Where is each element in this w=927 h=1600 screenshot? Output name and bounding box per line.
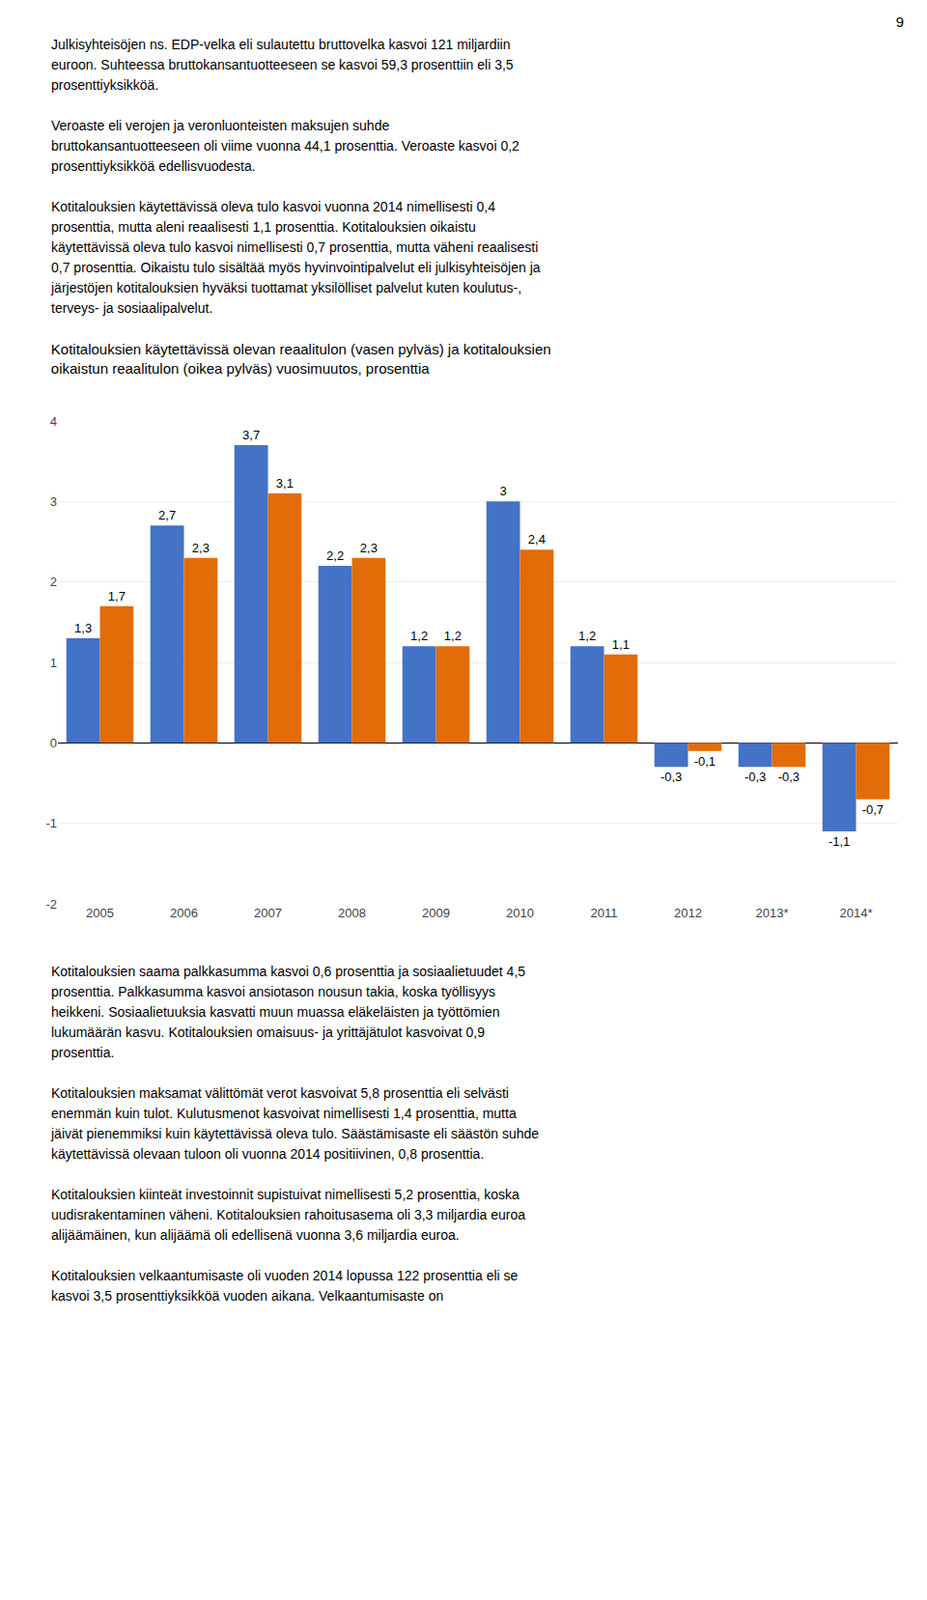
svg-text:2006: 2006 (169, 905, 198, 921)
html-text:Kotitalouksien saama palkkasum: Kotitalouksien saama palkkasumma kasvoi … (51, 963, 539, 1304)
svg-text:-0,7: -0,7 (862, 802, 884, 817)
svg-text:4: 4 (50, 414, 57, 429)
svg-text:1,2: 1,2 (578, 628, 596, 644)
svg-text:-0,3: -0,3 (660, 769, 682, 785)
svg-text:-1,1: -1,1 (828, 834, 850, 849)
svg-text:2,3: 2,3 (360, 540, 378, 556)
svg-text:2005: 2005 (85, 905, 114, 921)
svg-text:-1: -1 (45, 815, 57, 831)
svg-text:1,2: 1,2 (444, 628, 462, 644)
svg-text:2008: 2008 (337, 905, 366, 921)
svg-text:1,2: 1,2 (410, 628, 428, 644)
svg-text:2009: 2009 (421, 905, 450, 921)
svg-text:2011: 2011 (590, 905, 618, 921)
svg-text:-2: -2 (45, 897, 57, 912)
svg-text:3,1: 3,1 (276, 476, 294, 491)
svg-text:-0,3: -0,3 (778, 769, 800, 785)
svg-text:Kotitalouksien käytettävissä o: Kotitalouksien käytettävissä olevan reaa… (51, 340, 552, 377)
svg-text:1: 1 (50, 655, 57, 671)
svg-text:2010: 2010 (505, 905, 534, 921)
svg-text:2012: 2012 (674, 905, 703, 921)
svg-text:2007: 2007 (253, 905, 282, 921)
svg-text:2,2: 2,2 (326, 548, 344, 563)
svg-text:3: 3 (50, 494, 57, 509)
svg-text:0: 0 (50, 735, 57, 751)
html-text:9: 9 (895, 13, 904, 30)
svg-text:2014*: 2014* (840, 905, 873, 921)
svg-text:3,7: 3,7 (242, 427, 260, 443)
svg-text:-0,3: -0,3 (744, 769, 766, 785)
html-text:Julkisyhteisöjen ns. EDP-velka: Julkisyhteisöjen ns. EDP-velka eli sulau… (51, 36, 541, 316)
svg-text:3: 3 (499, 483, 506, 499)
svg-text:2013*: 2013* (756, 905, 789, 921)
svg-text:2,7: 2,7 (158, 507, 176, 523)
svg-text:-0,1: -0,1 (694, 754, 716, 769)
svg-text:2,4: 2,4 (528, 532, 546, 547)
svg-text:2,3: 2,3 (192, 540, 210, 556)
svg-text:1,7: 1,7 (108, 589, 126, 604)
svg-text:2: 2 (50, 574, 57, 590)
svg-text:1,1: 1,1 (612, 637, 630, 652)
svg-text:1,3: 1,3 (74, 620, 92, 636)
